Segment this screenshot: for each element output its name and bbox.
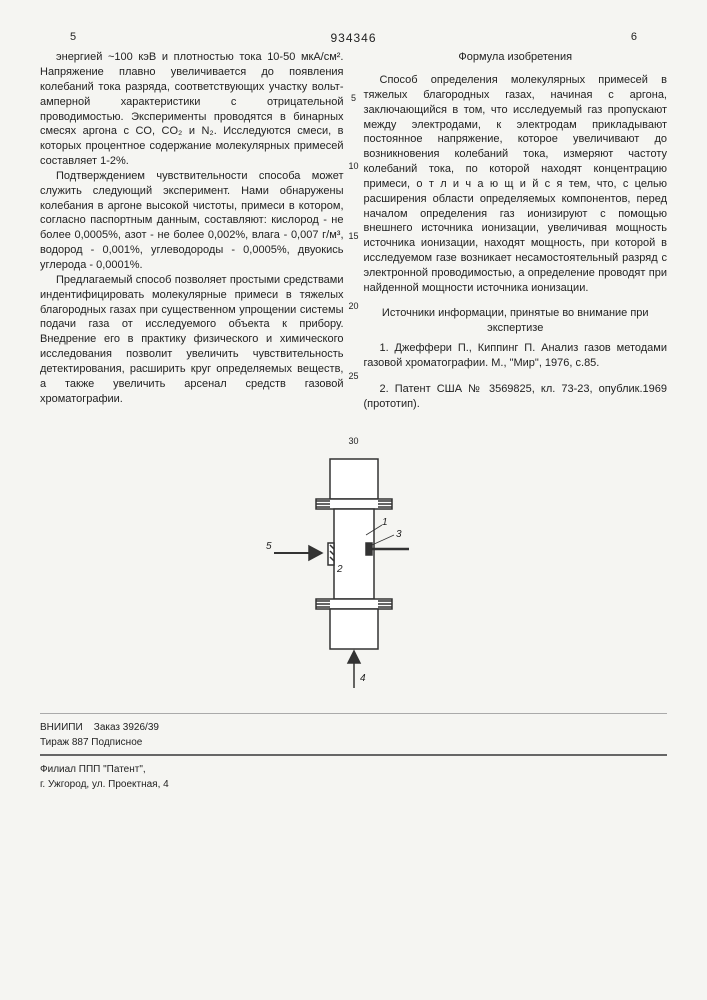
column-right: Формула изобретения Способ определения м… [364,50,668,423]
footer: ВНИИПИ Заказ 3926/39 Тираж 887 Подписное… [40,713,667,792]
label-4: 4 [360,673,366,684]
footer-rule-1 [40,713,667,714]
footer-tirazh: Тираж 887 Подписное [40,737,142,748]
col1-p2: Подтверждением чувствительности способа … [40,169,344,273]
footer-zakaz: Заказ 3926/39 [94,722,159,733]
sources-title: Источники информации, принятые во вниман… [364,306,668,336]
footer-address: г. Ужгород, ул. Проектная, 4 [40,779,169,790]
header: 5 934346 6 [40,30,667,46]
label-1: 1 [382,517,388,528]
ref-1: 1. Джеффери П., Киппинг П. Анализ газов … [364,341,668,371]
line-num-30: 30 [348,435,358,447]
diagram-svg: 1 2 3 4 5 [254,453,454,693]
footer-filial: Филиал ППП "Патент", [40,764,146,775]
line-num-10: 10 [348,160,358,172]
ref-2: 2. Патент США № 3569825, кл. 73-23, опуб… [364,382,668,412]
footer-vniipi: ВНИИПИ [40,722,83,733]
label-2: 2 [336,564,343,575]
line-num-25: 25 [348,370,358,382]
diagram: 1 2 3 4 5 [254,453,454,693]
label-3: 3 [396,529,402,540]
content: энергией ~100 кэВ и плотностью тока 10-5… [40,50,667,423]
patent-number: 934346 [330,30,376,46]
col1-p1: энергией ~100 кэВ и плотностью тока 10-5… [40,50,344,169]
label-5: 5 [266,541,272,552]
page-right: 6 [601,30,667,46]
column-left: энергией ~100 кэВ и плотностью тока 10-5… [40,50,344,423]
line-num-15: 15 [348,230,358,242]
col2-p1: Способ определения молекулярных примесей… [364,73,668,296]
line-num-20: 20 [348,300,358,312]
col1-p3: Предлагаемый способ позволяет простыми с… [40,273,344,407]
line-num-5: 5 [351,92,356,104]
page-left: 5 [40,30,106,46]
formula-title: Формула изобретения [364,50,668,65]
footer-rule-2 [40,754,667,756]
